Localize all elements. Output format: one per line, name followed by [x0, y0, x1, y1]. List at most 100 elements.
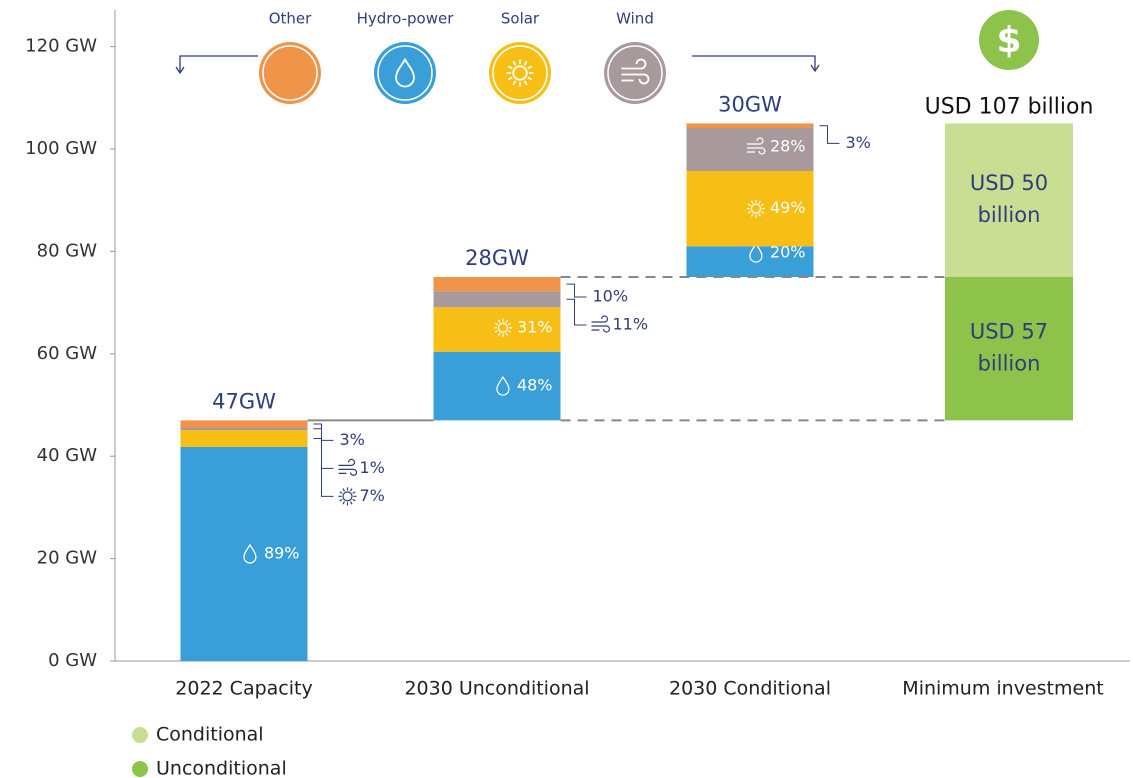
legend-label: Wind: [616, 10, 654, 28]
sun-ray: [494, 322, 499, 326]
label-bracket: [313, 438, 334, 497]
sun-ray: [352, 498, 356, 502]
x-tick-label: 2030 Unconditional: [404, 678, 589, 700]
sun-ray: [512, 80, 517, 86]
bar-segment: [686, 171, 814, 247]
sun-ray: [494, 330, 499, 333]
bar-total-label: 28GW: [465, 246, 529, 270]
wind-icon: [591, 315, 611, 333]
icon: [746, 199, 765, 218]
sun-ray: [760, 203, 765, 207]
label-bracket: [313, 428, 334, 469]
y-tick-label: 80 GW: [37, 240, 98, 261]
sun-ray: [497, 319, 501, 323]
investment-label: USD 57: [970, 320, 1048, 344]
investment-label: billion: [978, 352, 1041, 376]
dollar-icon: [979, 10, 1039, 70]
investment-total: USD 107 billion: [925, 94, 1094, 119]
legend-label: Unconditional: [156, 758, 287, 778]
sun-ray: [523, 60, 528, 66]
wind-icon: [746, 137, 766, 155]
drop-icon: [243, 543, 257, 564]
icon: [395, 57, 415, 88]
legend-label: Solar: [501, 10, 540, 28]
legend-ring: [492, 45, 548, 101]
bar-segment: [180, 420, 308, 428]
sun-ray: [758, 200, 761, 204]
sun-ray: [342, 501, 346, 505]
sun-icon: [512, 65, 528, 81]
share-label: 89%: [264, 543, 300, 562]
investment-segment: [945, 277, 1073, 421]
legend-ring: [377, 45, 433, 101]
investment-label: USD 50: [970, 171, 1048, 195]
share-label: 11%: [613, 315, 649, 334]
legend-arrows: [175, 55, 820, 75]
legend-ring: [262, 45, 318, 101]
sun-ray: [747, 203, 752, 207]
y-tick-label: 0 GW: [48, 650, 97, 671]
bar-segment: [180, 430, 308, 447]
sun-ray: [349, 488, 353, 492]
dollar-sign: $: [996, 20, 1021, 61]
bar-segment: [686, 246, 814, 277]
arrow-left: [179, 55, 258, 72]
sun-icon: [750, 203, 762, 214]
icon: [496, 375, 510, 396]
drop-icon: [749, 242, 763, 263]
sun-ray: [339, 491, 343, 494]
sun-ray: [497, 332, 501, 336]
share-label: 3%: [340, 430, 365, 449]
sun-ray: [507, 65, 513, 70]
sun-icon: [342, 491, 353, 502]
legend-swatch: [132, 761, 148, 777]
legend-ring: [607, 45, 663, 101]
icon: [749, 242, 763, 263]
icon: [621, 58, 650, 85]
label-bracket: [566, 283, 587, 298]
share-label: 3%: [846, 133, 871, 152]
sun-ray: [512, 60, 517, 66]
label-bracket: [566, 298, 587, 326]
share-label: 20%: [770, 243, 806, 262]
bar-total-label: 47GW: [212, 389, 276, 413]
legend-label: Other: [269, 10, 312, 28]
sun-ray: [507, 76, 513, 81]
bar-segment: [433, 307, 561, 352]
share-label: 10%: [593, 287, 629, 306]
sun-ray: [505, 332, 508, 336]
x-tick-label: 2022 Capacity: [175, 678, 312, 700]
y-tick-label: 100 GW: [25, 138, 97, 159]
icon: [338, 458, 358, 476]
sun-ray: [505, 319, 508, 323]
legend-label: Hydro-power: [357, 10, 455, 28]
bar-segment: [433, 291, 561, 308]
icon: [338, 487, 357, 506]
investment-segment: [945, 123, 1073, 278]
sun-ray: [747, 211, 752, 214]
sun-ray: [339, 498, 343, 502]
share-label: 49%: [770, 198, 806, 217]
wind-icon: [338, 458, 358, 476]
legend-swatch: [374, 42, 436, 104]
investment-label: billion: [978, 203, 1041, 227]
legend-swatch: [132, 727, 148, 743]
legend-swatch: [604, 42, 666, 104]
y-tick-label: 40 GW: [37, 445, 98, 466]
bar-segment: [686, 123, 814, 129]
icon: [746, 137, 766, 155]
sun-ray: [507, 322, 512, 326]
sun-ray: [527, 76, 533, 81]
label-bracket: [819, 125, 840, 144]
sun-icon: [497, 322, 509, 333]
sun-ray: [527, 65, 533, 70]
arrow-right: [692, 55, 816, 70]
drop-icon: [496, 375, 510, 396]
x-tick-label: Minimum investment: [902, 678, 1103, 700]
sun-ray: [750, 200, 754, 204]
y-tick-label: 20 GW: [37, 548, 98, 569]
icon: [243, 543, 257, 564]
bar-segment: [180, 427, 308, 431]
sun-ray: [349, 501, 353, 505]
